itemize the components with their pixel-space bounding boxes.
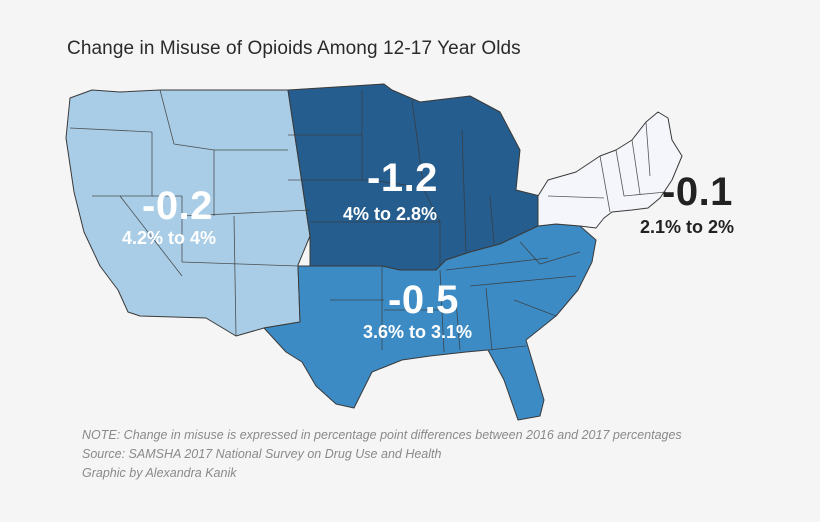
credit-text: Graphic by Alexandra Kanik: [82, 466, 237, 480]
west-change-value: -0.2: [142, 184, 213, 228]
west-range-label: 4.2% to 4%: [122, 228, 217, 248]
south-range-label: 3.6% to 3.1%: [363, 322, 473, 342]
source-text: Source: SAMSHA 2017 National Survey on D…: [82, 447, 442, 461]
region-south[interactable]: [263, 223, 597, 421]
region-northeast[interactable]: [537, 111, 683, 229]
note-text: NOTE: Change in misuse is expressed in p…: [82, 428, 682, 442]
south-change-value: -0.5: [388, 278, 459, 322]
midwest-change-value: -1.2: [367, 156, 438, 200]
state-borders: [69, 89, 667, 353]
northeast-range-label: 2.1% to 2%: [640, 217, 735, 237]
footnotes: NOTE: Change in misuse is expressed in p…: [82, 426, 682, 483]
chart-title: Change in Misuse of Opioids Among 12-17 …: [67, 38, 521, 59]
midwest-range-label: 4% to 2.8%: [343, 204, 438, 224]
northeast-change-value: -0.1: [662, 170, 733, 214]
